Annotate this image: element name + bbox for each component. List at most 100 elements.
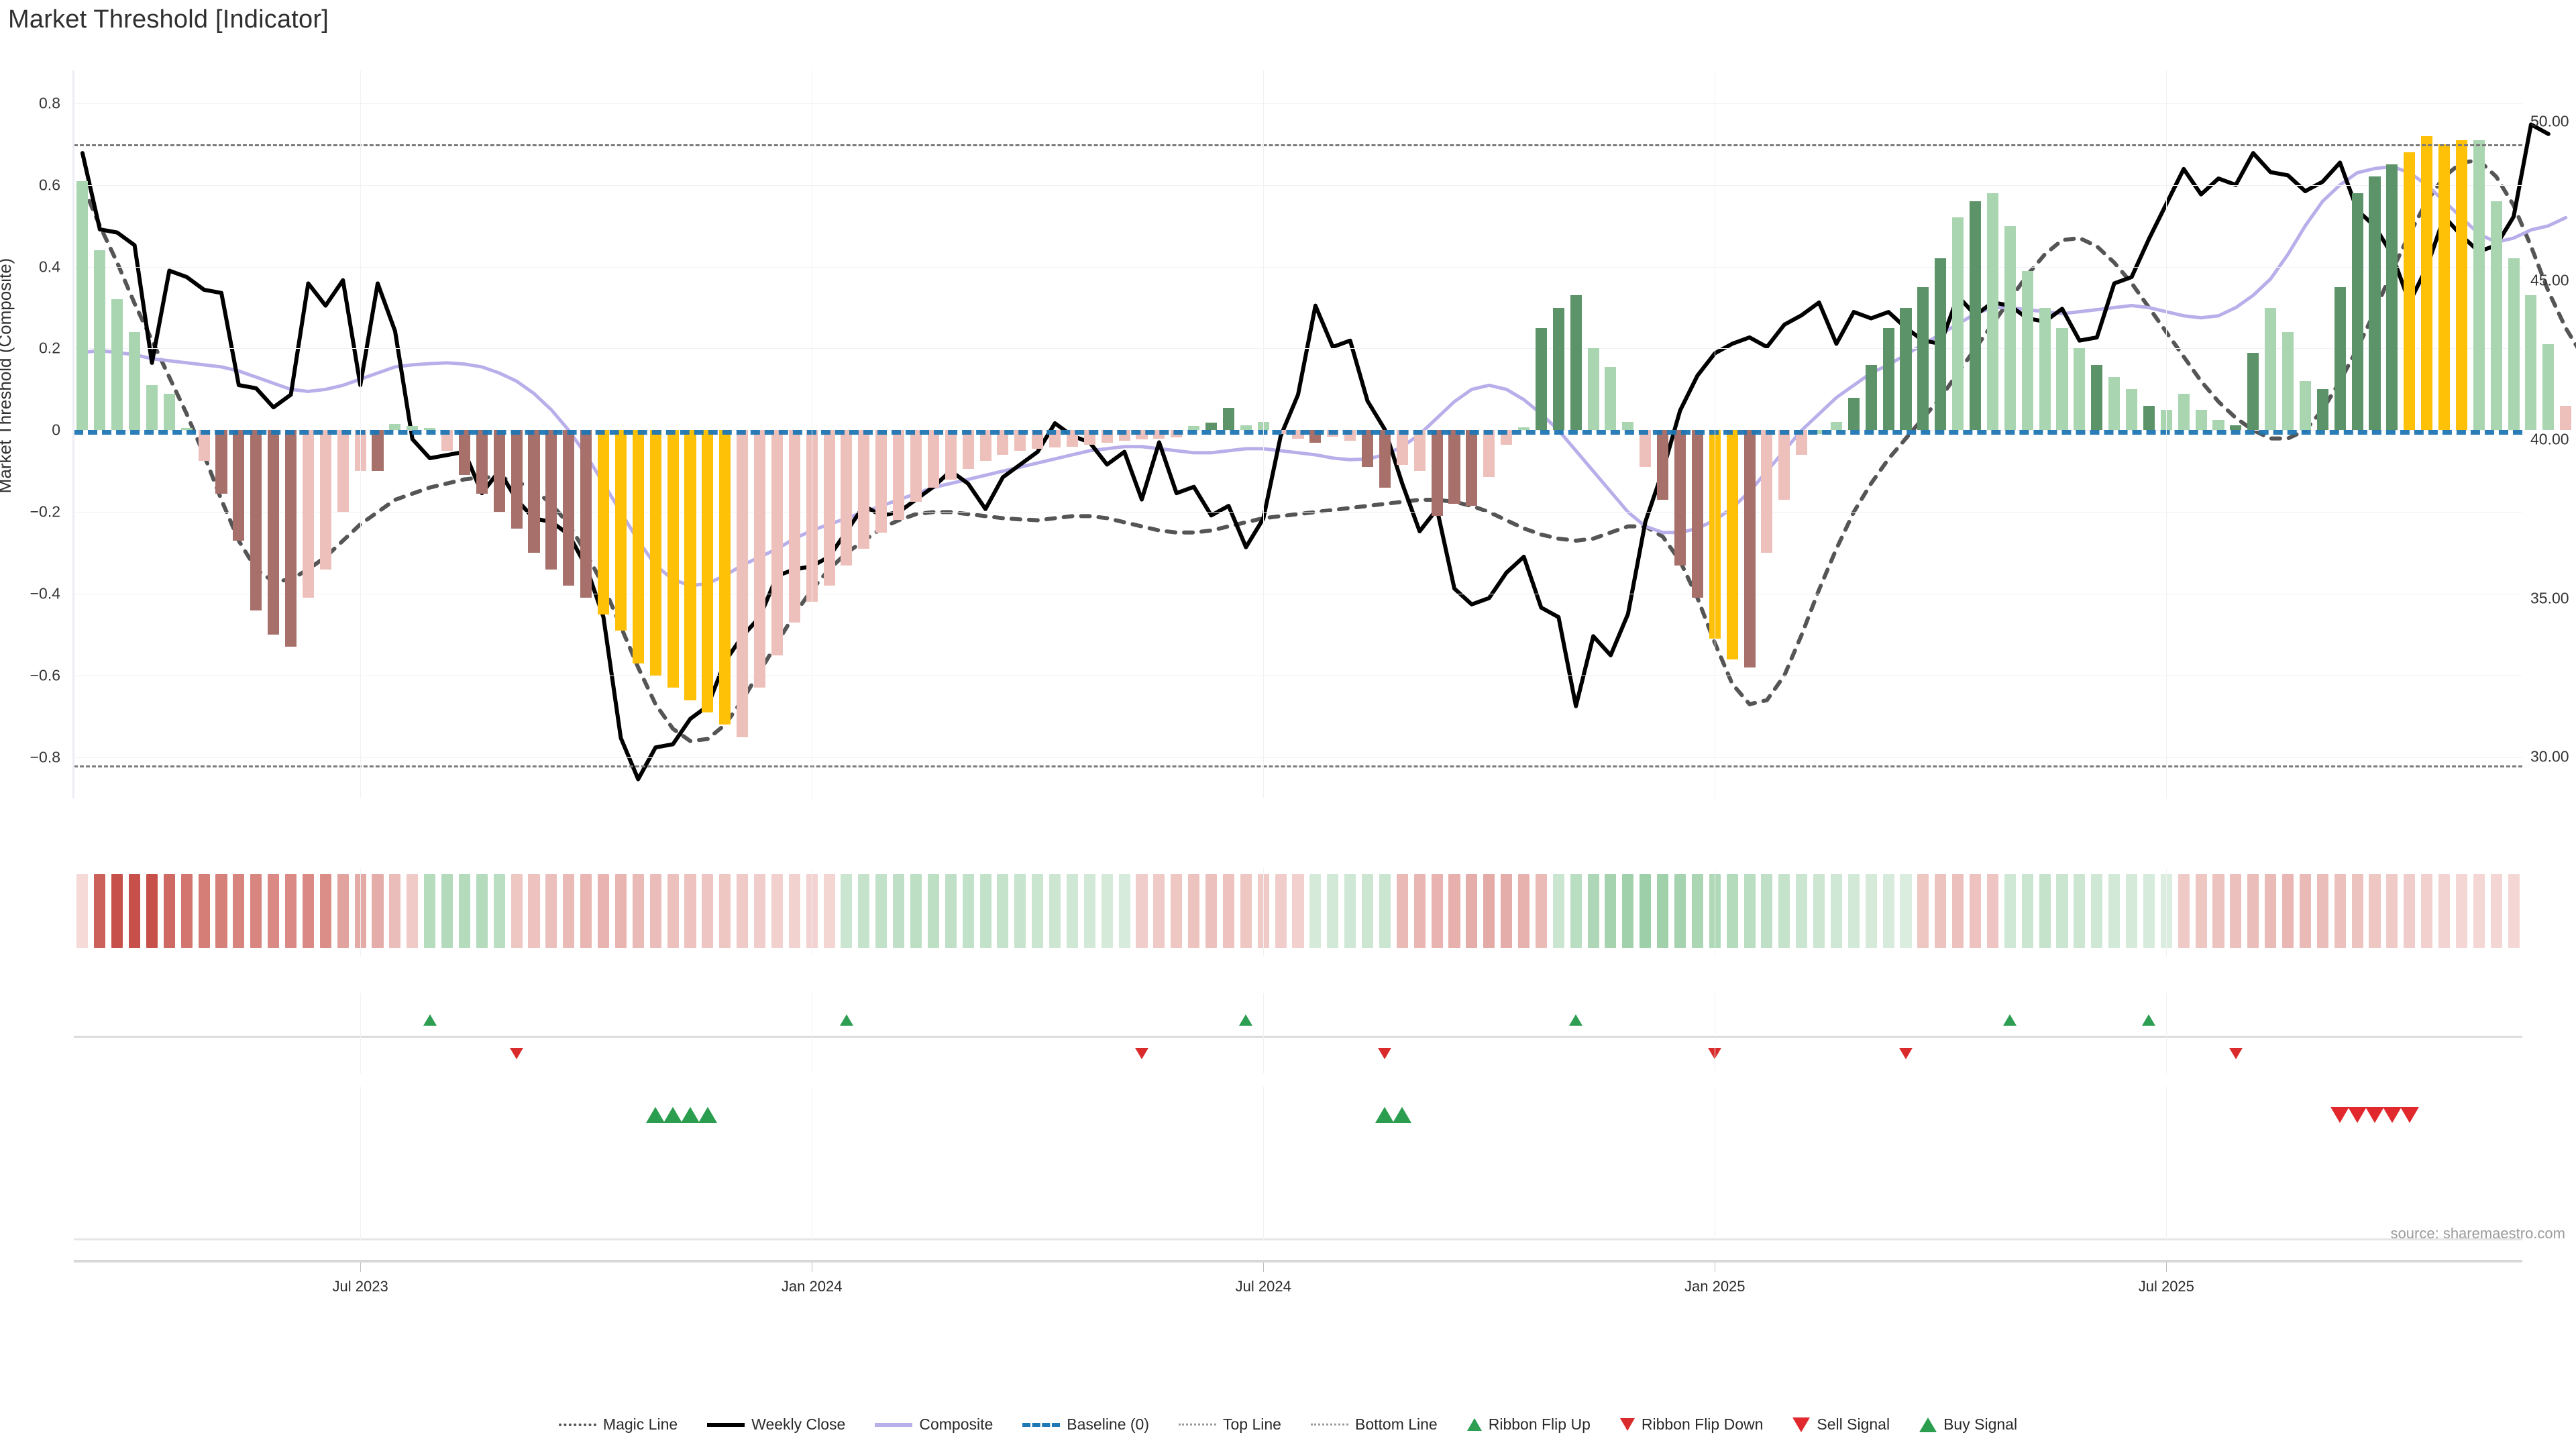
x-axis-gridline (1263, 869, 1265, 956)
histogram-bar (493, 430, 505, 513)
x-axis-gridline (2166, 70, 2167, 798)
histogram-bar (2334, 287, 2346, 431)
histogram-bar (354, 430, 366, 472)
x-axis-gridline (2166, 1087, 2167, 1241)
legend-item-bottom-line[interactable]: Bottom Line (1310, 1415, 1438, 1434)
ribbon-cell (233, 874, 245, 948)
histogram-bar (215, 430, 227, 494)
histogram-bar (841, 430, 853, 566)
ribbon-cell (1205, 874, 1218, 948)
histogram-bar (927, 430, 939, 488)
histogram-bar (667, 430, 679, 688)
legend-item-composite[interactable]: Composite (875, 1415, 993, 1434)
ribbon-cell (407, 874, 419, 948)
histogram-bar (1865, 364, 1877, 431)
buy-sell-signal-panel (74, 1087, 2522, 1241)
histogram-bar (2247, 352, 2259, 431)
histogram-bar (1761, 430, 1773, 553)
legend-swatch-tri-up-icon (1466, 1418, 1482, 1431)
histogram-bar (111, 299, 123, 431)
histogram-bar (2074, 348, 2086, 431)
gridline (74, 103, 2522, 104)
histogram-bar (1970, 201, 1982, 431)
histogram-bar (1674, 430, 1686, 566)
ribbon-cell (2004, 874, 2016, 948)
legend-item-baseline-0[interactable]: Baseline (0) (1022, 1415, 1149, 1434)
y-axis-left-label: Market Threshold (Composite) (0, 258, 15, 494)
ribbon-cell (285, 874, 297, 948)
ribbon-cell (945, 874, 957, 948)
legend-item-ribbon-flip-up[interactable]: Ribbon Flip Up (1466, 1415, 1591, 1434)
legend-item-magic-line[interactable]: Magic Line (558, 1415, 678, 1434)
histogram-bar (1657, 430, 1669, 500)
histogram-bar (632, 430, 644, 663)
ribbon-cell (667, 874, 679, 948)
ribbon-cell (1935, 874, 1947, 948)
histogram-bar (910, 430, 922, 502)
legend-item-top-line[interactable]: Top Line (1179, 1415, 1281, 1434)
ribbon-cell (2091, 874, 2103, 948)
magic-line-series (80, 158, 2576, 743)
ribbon-cell (2438, 874, 2451, 948)
legend-swatch-purple-icon (875, 1422, 913, 1427)
x-axis-tick-label: Jan 2025 (1684, 1278, 1746, 1295)
x-axis-gridline (360, 1087, 362, 1241)
gridline (74, 348, 2522, 350)
ribbon-cell (2230, 874, 2242, 948)
legend-swatch-tri-dn-icon (1619, 1418, 1635, 1431)
ribbon-cell (2074, 874, 2086, 948)
gridline (74, 757, 2522, 759)
legend-item-weekly-close[interactable]: Weekly Close (707, 1415, 845, 1434)
histogram-bar (1830, 422, 1843, 431)
ribbon-cell (2455, 874, 2467, 948)
x-axis-tick-label: Jul 2023 (332, 1278, 388, 1295)
histogram-bar (979, 430, 991, 462)
gridline (74, 184, 2522, 186)
histogram-bar (771, 430, 783, 655)
histogram-bar (545, 430, 557, 570)
histogram-bar (372, 430, 384, 472)
histogram-bar (2004, 225, 2016, 431)
baseline-zero-line (74, 430, 2522, 435)
legend-item-sell-signal[interactable]: Sell Signal (1792, 1415, 1890, 1434)
ribbon-cell (771, 874, 783, 948)
ribbon-cell (1101, 874, 1113, 948)
page-title: Market Threshold [Indicator] (8, 5, 329, 34)
x-axis-gridline (360, 70, 362, 798)
ribbon-cell (372, 874, 384, 948)
histogram-bar (1222, 407, 1234, 431)
ribbon-cell (753, 874, 766, 948)
ribbon-cell (1292, 874, 1304, 948)
ribbon-cell (1014, 874, 1026, 948)
legend-item-buy-signal[interactable]: Buy Signal (1919, 1415, 2017, 1434)
ribbon-cell (424, 874, 436, 948)
histogram-bar (1778, 430, 1790, 500)
ribbon-cell (2056, 874, 2068, 948)
ribbon-cell (2195, 874, 2207, 948)
ribbon-cell (1413, 874, 1426, 948)
ribbon-flip-down-marker (1899, 1048, 1913, 1059)
histogram-bar (424, 428, 436, 431)
ribbon-cell (1657, 874, 1669, 948)
ribbon-cell (1083, 874, 1095, 948)
histogram-bar (1431, 430, 1443, 517)
legend-item-ribbon-flip-down[interactable]: Ribbon Flip Down (1619, 1415, 1764, 1434)
legend-label: Ribbon Flip Down (1641, 1415, 1764, 1433)
ribbon-cell (1761, 874, 1773, 948)
histogram-bar (268, 430, 280, 635)
ribbon-cell (1587, 874, 1599, 948)
ribbon-cell (1171, 874, 1183, 948)
histogram-bar (684, 430, 696, 700)
buy-signal-marker (680, 1107, 700, 1123)
ribbon-cell (354, 874, 366, 948)
ribbon-cell (1448, 874, 1460, 948)
ribbon-flip-down-marker (1135, 1048, 1149, 1059)
histogram-bar (614, 430, 627, 631)
ribbon-cell (441, 874, 453, 948)
ribbon-cell (1847, 874, 1860, 948)
histogram-bar (2039, 307, 2051, 431)
y-axis-left-tick: 0.2 (39, 339, 60, 357)
ribbon-cell (1605, 874, 1617, 948)
histogram-bar (1882, 328, 1894, 431)
ribbon-cell (1622, 874, 1634, 948)
